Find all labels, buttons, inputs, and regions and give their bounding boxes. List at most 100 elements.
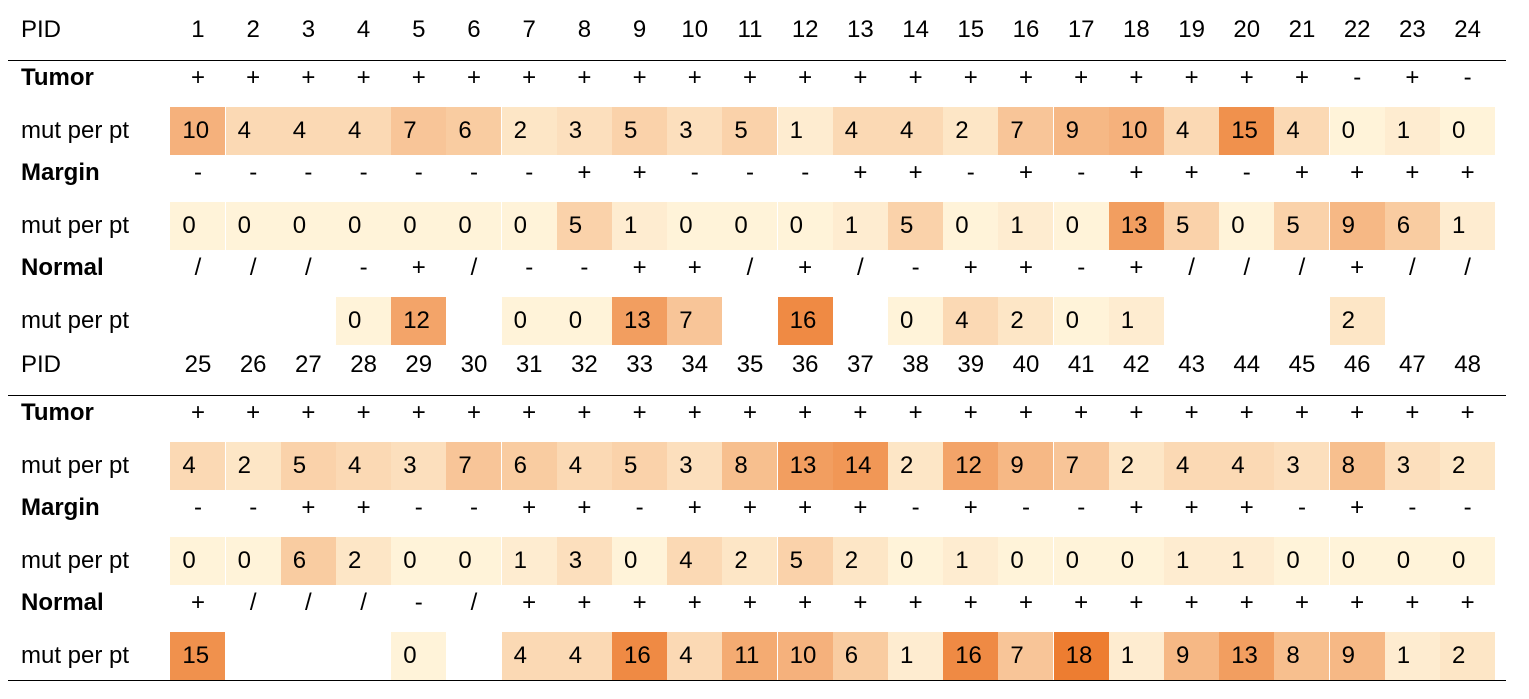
status-cell: - xyxy=(801,159,810,186)
heatmap-cell: 0 xyxy=(1219,202,1275,250)
status-cell: + xyxy=(1460,589,1475,616)
status-cell: + xyxy=(466,64,481,91)
heatmap-cell: 7 xyxy=(998,107,1054,155)
pid-header-cell: 10 xyxy=(681,16,709,43)
heatmap-cell: 0 xyxy=(225,537,281,585)
status-cell: + xyxy=(1460,399,1475,426)
pid-header-cell: 39 xyxy=(957,351,985,378)
heatmap-cell: 4 xyxy=(667,632,723,680)
status-cell: + xyxy=(1074,399,1089,426)
heatmap-cell: 8 xyxy=(1329,442,1385,490)
pid-header-cell: 47 xyxy=(1399,351,1426,378)
mut-per-pt-label: mut per pt xyxy=(21,212,130,239)
status-cell: + xyxy=(1018,589,1033,616)
pid-header-cell: 12 xyxy=(791,16,819,43)
heatmap-cell: 0 xyxy=(446,537,502,585)
status-cell: + xyxy=(301,494,316,521)
group-label-normal: Normal xyxy=(21,254,104,281)
status-cell: + xyxy=(1294,589,1309,616)
pid-header-cell: 17 xyxy=(1067,16,1095,43)
heatmap-cell: 3 xyxy=(556,537,612,585)
status-cell: + xyxy=(1074,589,1089,616)
heatmap-cell: 10 xyxy=(170,107,226,155)
heatmap-cell: 16 xyxy=(612,632,667,680)
status-cell: - xyxy=(249,494,258,521)
status-cell: + xyxy=(1350,254,1365,281)
status-cell: + xyxy=(853,64,868,91)
status-cell: - xyxy=(469,159,478,186)
heatmap-cell: 0 xyxy=(391,202,447,250)
status-cell: - xyxy=(1242,159,1251,186)
heatmap-cell: 9 xyxy=(1329,202,1385,250)
heatmap-cell: 0 xyxy=(391,537,447,585)
pid-header-cell: 8 xyxy=(577,16,592,43)
heatmap-cell: 9 xyxy=(1164,632,1219,680)
status-cell: + xyxy=(1405,399,1420,426)
heatmap-cell: 7 xyxy=(667,297,723,345)
status-cell: / xyxy=(1298,254,1306,281)
status-cell: + xyxy=(908,64,923,91)
heatmap-cell: 0 xyxy=(391,632,447,680)
status-cell: + xyxy=(1239,64,1254,91)
status-cell: - xyxy=(1077,159,1086,186)
status-cell: - xyxy=(1353,64,1362,91)
heatmap-cell: 1 xyxy=(1108,297,1164,345)
status-cell: + xyxy=(1405,64,1420,91)
status-cell: + xyxy=(1239,399,1254,426)
heatmap-cell: 1 xyxy=(998,202,1054,250)
status-cell: / xyxy=(746,254,754,281)
heatmap-cell: 2 xyxy=(888,442,943,490)
heatmap-cell: 1 xyxy=(832,202,888,250)
pid-header-cell: 9 xyxy=(632,16,647,43)
status-cell: / xyxy=(249,589,257,616)
heatmap-cell: 2 xyxy=(1329,297,1385,345)
status-cell: + xyxy=(356,399,371,426)
status-cell: + xyxy=(1129,64,1144,91)
heatmap-cell: 4 xyxy=(280,107,336,155)
pid-header-cell: 45 xyxy=(1288,351,1316,378)
pid-header-cell: 4 xyxy=(356,16,371,43)
pid-header-cell: 22 xyxy=(1343,16,1371,43)
group-label-margin: Margin xyxy=(21,159,100,186)
pid-header-cell: 3 xyxy=(301,16,316,43)
status-cell: + xyxy=(577,494,592,521)
heatmap-cell: 2 xyxy=(832,537,888,585)
pid-header-cell: 29 xyxy=(405,351,433,378)
heatmap-cell: 0 xyxy=(1274,537,1330,585)
status-cell: + xyxy=(1018,399,1033,426)
pid-header-cell: 33 xyxy=(626,351,653,378)
status-cell: - xyxy=(525,254,534,281)
pid-header-cell: 1 xyxy=(191,16,205,43)
pid-header-cell: 27 xyxy=(295,351,322,378)
heatmap-cell: 5 xyxy=(280,442,336,490)
heatmap-cell: 8 xyxy=(722,442,778,490)
heatmap-cell: 9 xyxy=(1329,632,1385,680)
heatmap-cell: 4 xyxy=(943,297,999,345)
status-cell: + xyxy=(1184,589,1199,616)
status-cell: - xyxy=(635,494,644,521)
status-cell: + xyxy=(1405,589,1420,616)
status-cell: + xyxy=(908,159,923,186)
status-cell: + xyxy=(632,254,647,281)
pid-header-label: PID xyxy=(21,351,62,378)
status-cell: + xyxy=(190,64,205,91)
heatmap-cell: 1 xyxy=(777,107,833,155)
heatmap-cell: 0 xyxy=(501,297,557,345)
status-cell: + xyxy=(798,254,813,281)
status-cell: + xyxy=(1074,64,1089,91)
heatmap-cell: 0 xyxy=(998,537,1054,585)
status-cell: + xyxy=(411,254,426,281)
status-cell: + xyxy=(577,399,592,426)
heatmap-cell: 0 xyxy=(943,202,999,250)
status-cell: + xyxy=(1129,254,1144,281)
status-cell: / xyxy=(1464,254,1471,281)
heatmap-cell: 0 xyxy=(1053,202,1109,250)
heatmap-cell: 4 xyxy=(667,537,723,585)
pid-header-cell: 25 xyxy=(184,351,212,378)
heatmap-cell: 0 xyxy=(280,202,336,250)
heatmap-cell: 2 xyxy=(1108,442,1164,490)
status-cell: - xyxy=(690,159,699,186)
heatmap-cell: 7 xyxy=(1053,442,1109,490)
heatmap-cell: 1 xyxy=(1384,632,1440,680)
status-cell: - xyxy=(304,159,313,186)
